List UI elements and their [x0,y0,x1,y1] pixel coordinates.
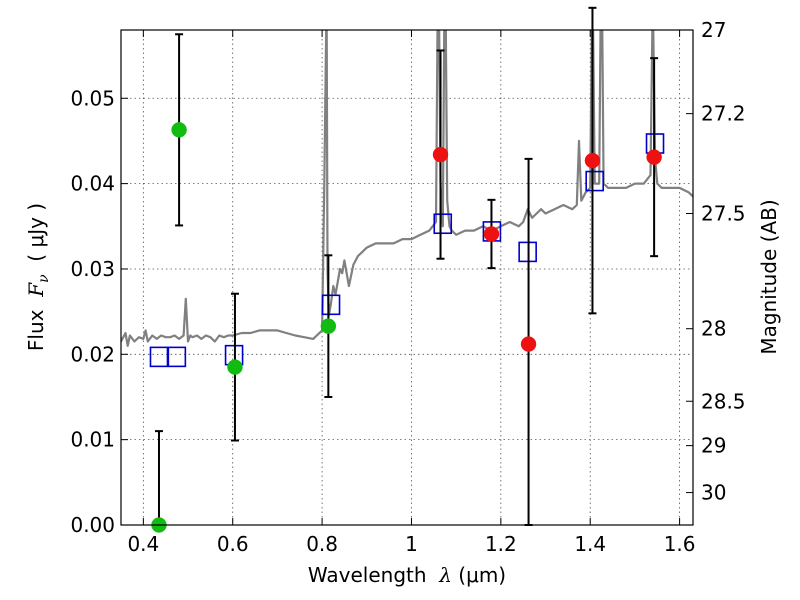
y2-axis-label: Magnitude (AB) [757,199,781,354]
x-tick-label: 1.6 [664,532,696,556]
y2-tick-label: 30 [701,481,726,505]
y2-tick-label: 28 [701,317,726,341]
observed-point [320,318,337,334]
y-axis-label: Flux Fν ( μJy ) [24,203,52,351]
x-tick-label: 1 [405,532,418,556]
model-photometry-square [167,346,187,368]
x-axis-label-suffix: (μm) [452,563,506,587]
y-tick-label: 0.03 [70,257,115,281]
plot-frame [120,29,694,526]
model-photometry-square [585,170,604,192]
x-tick-label: 0.8 [306,532,338,556]
y-tick-label: 0.00 [70,513,115,537]
y2-tick-label: 27 [701,18,726,42]
observed-point [227,359,243,375]
y-tick-label: 0.05 [70,86,115,110]
observed-point [483,226,500,242]
model-photometry-square [149,346,169,368]
x-axis-label-prefix: Wavelength [308,563,439,587]
observed-point [520,336,537,352]
observed-points-layer [151,122,662,533]
x-axis-label-symbol: λ [438,563,452,587]
y-axis-label-prefix: Flux [24,297,48,351]
x-tick-label: 0.6 [217,532,249,556]
y-axis-label-suffix: ( μJy ) [24,203,48,275]
x-tick-label: 0.4 [127,532,159,556]
y-axis-label-symbol: F [24,282,48,298]
y-tick-label: 0.04 [70,172,115,196]
plot-background [121,30,693,525]
y2-tick-label: 29 [701,434,726,458]
x-tick-label: 1.2 [485,532,517,556]
grid [121,30,693,525]
y-tick-label: 0.02 [70,342,115,366]
y2-tick-label: 27.2 [701,102,746,126]
observed-point [171,122,187,138]
model-photometry-square [433,213,453,235]
y-tick-label: 0.01 [70,428,115,452]
model-photometry-square [321,294,341,316]
x-tick-label: 1.4 [574,532,606,556]
axes: 0.4 0.6 0.8 1 1.2 1.4 1.6 0.00 0.01 0.02 0.03 0.04 0… [70,18,745,556]
y2-tick-label: 28.5 [701,389,746,413]
observed-point [584,152,601,169]
y-axis-label-subscript: ν [36,274,52,283]
x-axis-label: Wavelength λ (μm) [308,563,506,587]
y2-tick-label: 27.5 [701,201,746,225]
observed-point [646,149,662,165]
observed-point [432,146,449,163]
